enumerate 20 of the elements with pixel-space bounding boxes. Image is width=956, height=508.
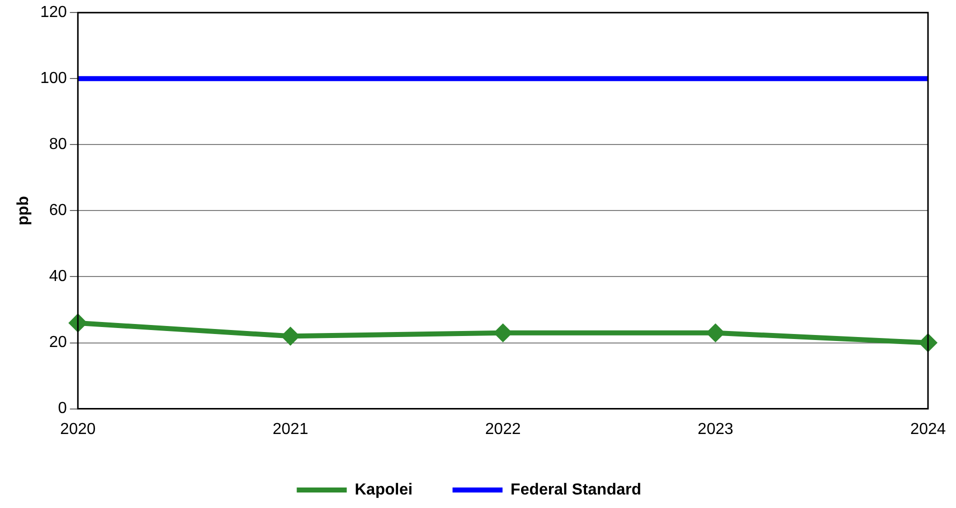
y-tick-label: 80 (49, 136, 67, 154)
x-tick-label: 2023 (698, 420, 734, 438)
point (282, 328, 299, 345)
legend-label: Kapolei (354, 481, 413, 498)
y-tick-label: 0 (58, 400, 67, 418)
point (69, 314, 86, 332)
point (920, 334, 936, 352)
y-tick-label: 40 (49, 268, 67, 286)
point (706, 324, 724, 342)
y-axis-title: ppb (15, 196, 32, 226)
legend-label: Federal Standard (510, 481, 642, 498)
x-tick-label: 2024 (910, 420, 946, 438)
x-tick-label: 2020 (60, 420, 96, 438)
point (494, 324, 512, 342)
y-tick-label: 120 (40, 4, 67, 22)
y-tick-label: 100 (40, 70, 67, 88)
y-tick-label: 60 (49, 202, 67, 220)
y-tick-label: 20 (49, 334, 67, 352)
x-tick-label: 2022 (485, 420, 521, 438)
x-tick-label: 2021 (272, 420, 308, 438)
